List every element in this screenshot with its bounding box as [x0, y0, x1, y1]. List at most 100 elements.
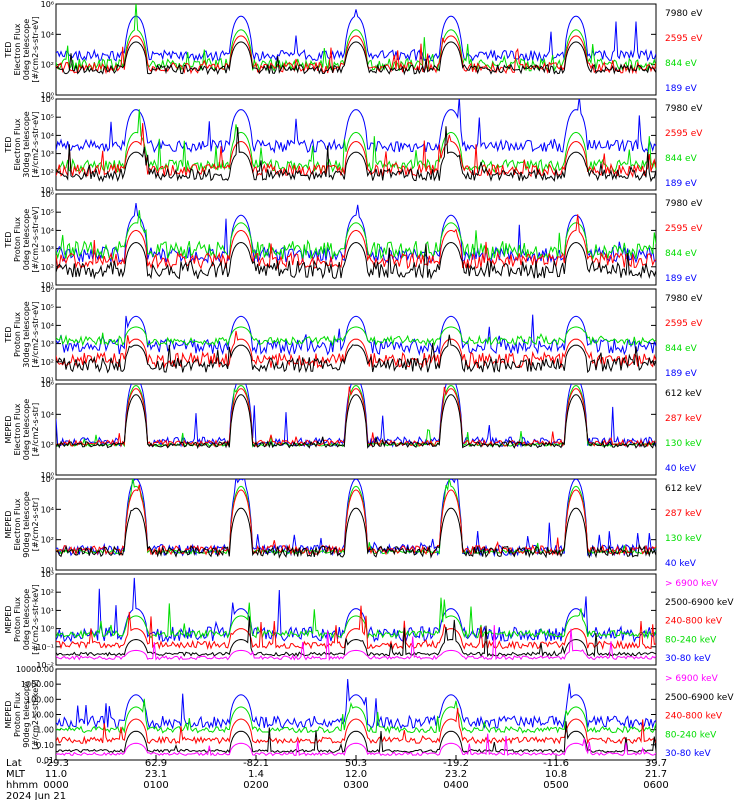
- y-tick-label: 10.00: [31, 711, 54, 720]
- series-line: [56, 334, 656, 374]
- panel-data: [56, 314, 656, 374]
- series-line: [56, 479, 656, 555]
- y-tick-label: 10000.00: [16, 665, 54, 674]
- series-line: [56, 507, 656, 559]
- series-line: [56, 41, 656, 76]
- x-row-label-lat: Lat: [6, 758, 22, 769]
- y-tick-label: 10²: [41, 358, 54, 367]
- y-tick-label: 10¹: [41, 281, 54, 290]
- y-tick-label: 10¹: [41, 186, 54, 195]
- y-axis-label-line: TED: [4, 231, 13, 248]
- y-axis-label-line: 90deg telescope: [22, 681, 31, 748]
- y-axis-label-line: MEPED: [4, 606, 13, 634]
- legend-entry: 189 eV: [665, 369, 698, 379]
- panel-data: [56, 4, 656, 76]
- x-tick-label-mlt: 11.0: [45, 769, 67, 780]
- y-axis-label-line: 0deg telescope: [22, 589, 31, 650]
- legend-entry: 30-80 keV: [665, 749, 711, 759]
- x-date-label: 2024 Jun 21: [6, 791, 66, 800]
- x-tick-label-hhmm: 0000: [43, 780, 68, 791]
- y-axis-label-line: MEPED: [4, 416, 13, 444]
- x-tick-label-lat: 62.9: [145, 758, 167, 769]
- panel-data: [56, 203, 656, 280]
- y-axis-label-line: [#/cm2-s-str-keV]: [31, 584, 40, 655]
- y-tick-label: 10⁵: [41, 113, 54, 122]
- legend-entry: 287 keV: [665, 414, 702, 424]
- x-tick-label-hhmm: 0100: [143, 780, 168, 791]
- x-tick-label-lat: -29.3: [43, 758, 69, 769]
- y-tick-label: 10⁴: [41, 505, 54, 514]
- chart-panel-2: 10⁶ 10⁵ 10⁴ 10³ 10² 10¹ TED Electron Flux 30deg …: [4, 95, 703, 195]
- legend-entry: 30-80 keV: [665, 654, 711, 664]
- series-line: [56, 605, 656, 651]
- x-tick-label-lat: -19.2: [443, 758, 469, 769]
- series-line: [56, 314, 656, 356]
- panel-data: [56, 99, 656, 183]
- series-line: [56, 721, 656, 754]
- legend-entry: 189 eV: [665, 274, 698, 284]
- x-tick-label-lat: -11.6: [543, 758, 569, 769]
- legend-entry: 189 eV: [665, 84, 698, 94]
- legend-entry: 2595 eV: [665, 224, 703, 234]
- x-tick-label-lat: -82.1: [243, 758, 269, 769]
- y-tick-label: 10⁶: [41, 380, 54, 389]
- x-tick-label-hhmm: 0300: [343, 780, 368, 791]
- y-tick-label: 10²: [41, 441, 54, 450]
- legend-entry: 2595 eV: [665, 319, 703, 329]
- y-tick-label: 10²: [41, 263, 54, 272]
- legend-entry: 130 keV: [665, 439, 702, 449]
- legend-entry: 130 keV: [665, 534, 702, 544]
- y-tick-label: 10⁵: [41, 208, 54, 217]
- legend-entry: 2500-6900 keV: [665, 693, 734, 703]
- y-axis-label-line: 90deg telescope: [22, 491, 31, 558]
- x-tick-label-mlt: 10.8: [545, 769, 567, 780]
- legend-entry: 40 keV: [665, 464, 697, 474]
- legend-entry: 612 keV: [665, 389, 702, 399]
- legend-entry: 7980 eV: [665, 9, 703, 19]
- chart-panel-7: 10³ 10² 10¹ 10⁰ 10⁻¹ 10⁻² MEPED Proton Flux 0deg…: [4, 570, 734, 670]
- y-axis-label-line: Electron Flux: [13, 23, 22, 75]
- chart-panel-5: 10⁶ 10⁴ 10² 10⁰ MEPED Electron Flux 0deg teles…: [4, 380, 702, 480]
- y-tick-label: 0.01: [36, 756, 54, 765]
- series-line: [56, 733, 656, 757]
- y-tick-label: 10³: [41, 570, 54, 579]
- legend-entry: 240-800 keV: [665, 617, 723, 627]
- chart-panel-3: 10⁶ 10⁵ 10⁴ 10³ 10² 10¹ TED Proton Flux 0deg tel…: [4, 190, 703, 290]
- y-tick-label: 10¹: [41, 566, 54, 575]
- series-line: [56, 326, 656, 347]
- y-tick-label: 100.00: [26, 695, 54, 704]
- panel-frame: [55, 193, 657, 286]
- series-line: [56, 708, 656, 745]
- x-tick-label-mlt: 12.0: [345, 769, 367, 780]
- legend-entry: 844 eV: [665, 59, 698, 69]
- y-tick-label: 10⁶: [41, 285, 54, 294]
- y-axis-label-line: 30deg telescope: [22, 301, 31, 368]
- legend-entry: 612 keV: [665, 484, 702, 494]
- legend-entry: > 6900 keV: [665, 674, 719, 684]
- x-tick-label-lat: 39.7: [645, 758, 667, 769]
- series-line: [56, 123, 656, 179]
- y-axis-label-line: 0deg telescope: [22, 19, 31, 80]
- series-line: [56, 241, 656, 280]
- series-line: [56, 109, 656, 174]
- series-line: [56, 479, 656, 558]
- y-tick-label: 10²: [41, 588, 54, 597]
- y-tick-label: 10¹: [41, 606, 54, 615]
- panel-data: [56, 384, 656, 450]
- legend-entry: 7980 eV: [665, 199, 703, 209]
- legend-entry: 7980 eV: [665, 294, 703, 304]
- series-line: [56, 386, 656, 448]
- y-axis-label-line: Electron Flux: [13, 403, 22, 455]
- legend-entry: 189 eV: [665, 179, 698, 189]
- y-tick-label: 0.10: [36, 741, 54, 750]
- y-tick-label: 10⁰: [41, 91, 54, 100]
- y-tick-label: 10⁴: [41, 321, 54, 330]
- series-line: [56, 597, 656, 640]
- y-axis-label-line: TED: [4, 136, 13, 153]
- y-tick-label: 10⁶: [41, 475, 54, 484]
- y-axis-label-line: Electron Flux: [13, 498, 22, 550]
- y-tick-label: 10⁴: [41, 30, 54, 39]
- y-tick-label: 10⁰: [41, 625, 54, 634]
